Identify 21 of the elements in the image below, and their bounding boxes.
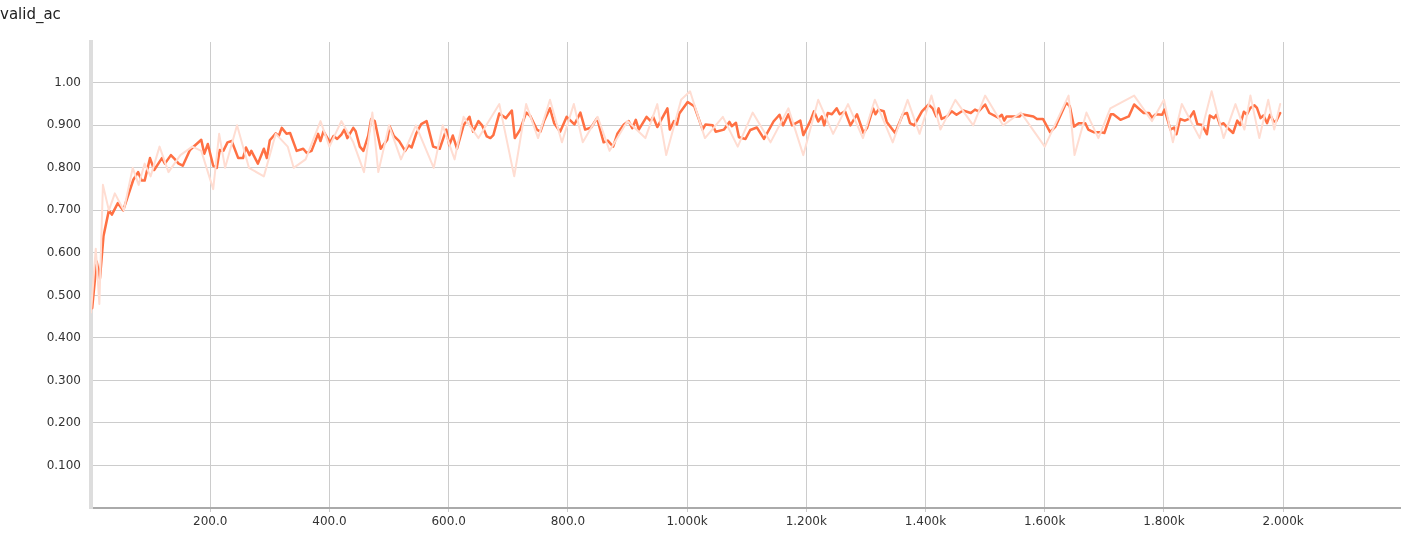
x-tick-label: 400.0 xyxy=(312,514,347,529)
x-tick-label: 800.0 xyxy=(550,514,586,529)
y-tick-label: 0.200 xyxy=(46,415,81,430)
y-tick-label: 0.900 xyxy=(46,117,81,132)
x-tick-label: 1.000k xyxy=(666,514,708,529)
y-tick-label: 0.800 xyxy=(46,159,81,174)
x-tick-label: 200.0 xyxy=(193,514,228,529)
y-tick-label: 0.100 xyxy=(46,457,81,472)
y-tick-label: 0.300 xyxy=(46,372,81,387)
x-tick-label: 1.400k xyxy=(904,514,947,529)
x-tick-label: 1.200k xyxy=(785,514,827,529)
x-tick-label: 600.0 xyxy=(431,514,466,529)
y-tick-label: 1.00 xyxy=(54,74,81,89)
x-tick-label: 1.600k xyxy=(1024,514,1066,529)
y-tick-label: 0.600 xyxy=(46,245,81,260)
x-tick-label: 2.000k xyxy=(1262,514,1304,529)
x-tick-label: 1.800k xyxy=(1143,514,1185,529)
chart-title: valid_ac xyxy=(0,4,61,24)
y-tick-label: 0.500 xyxy=(46,287,81,302)
y-tick-label: 0.700 xyxy=(46,202,81,217)
y-tick-label: 0.400 xyxy=(46,330,81,345)
